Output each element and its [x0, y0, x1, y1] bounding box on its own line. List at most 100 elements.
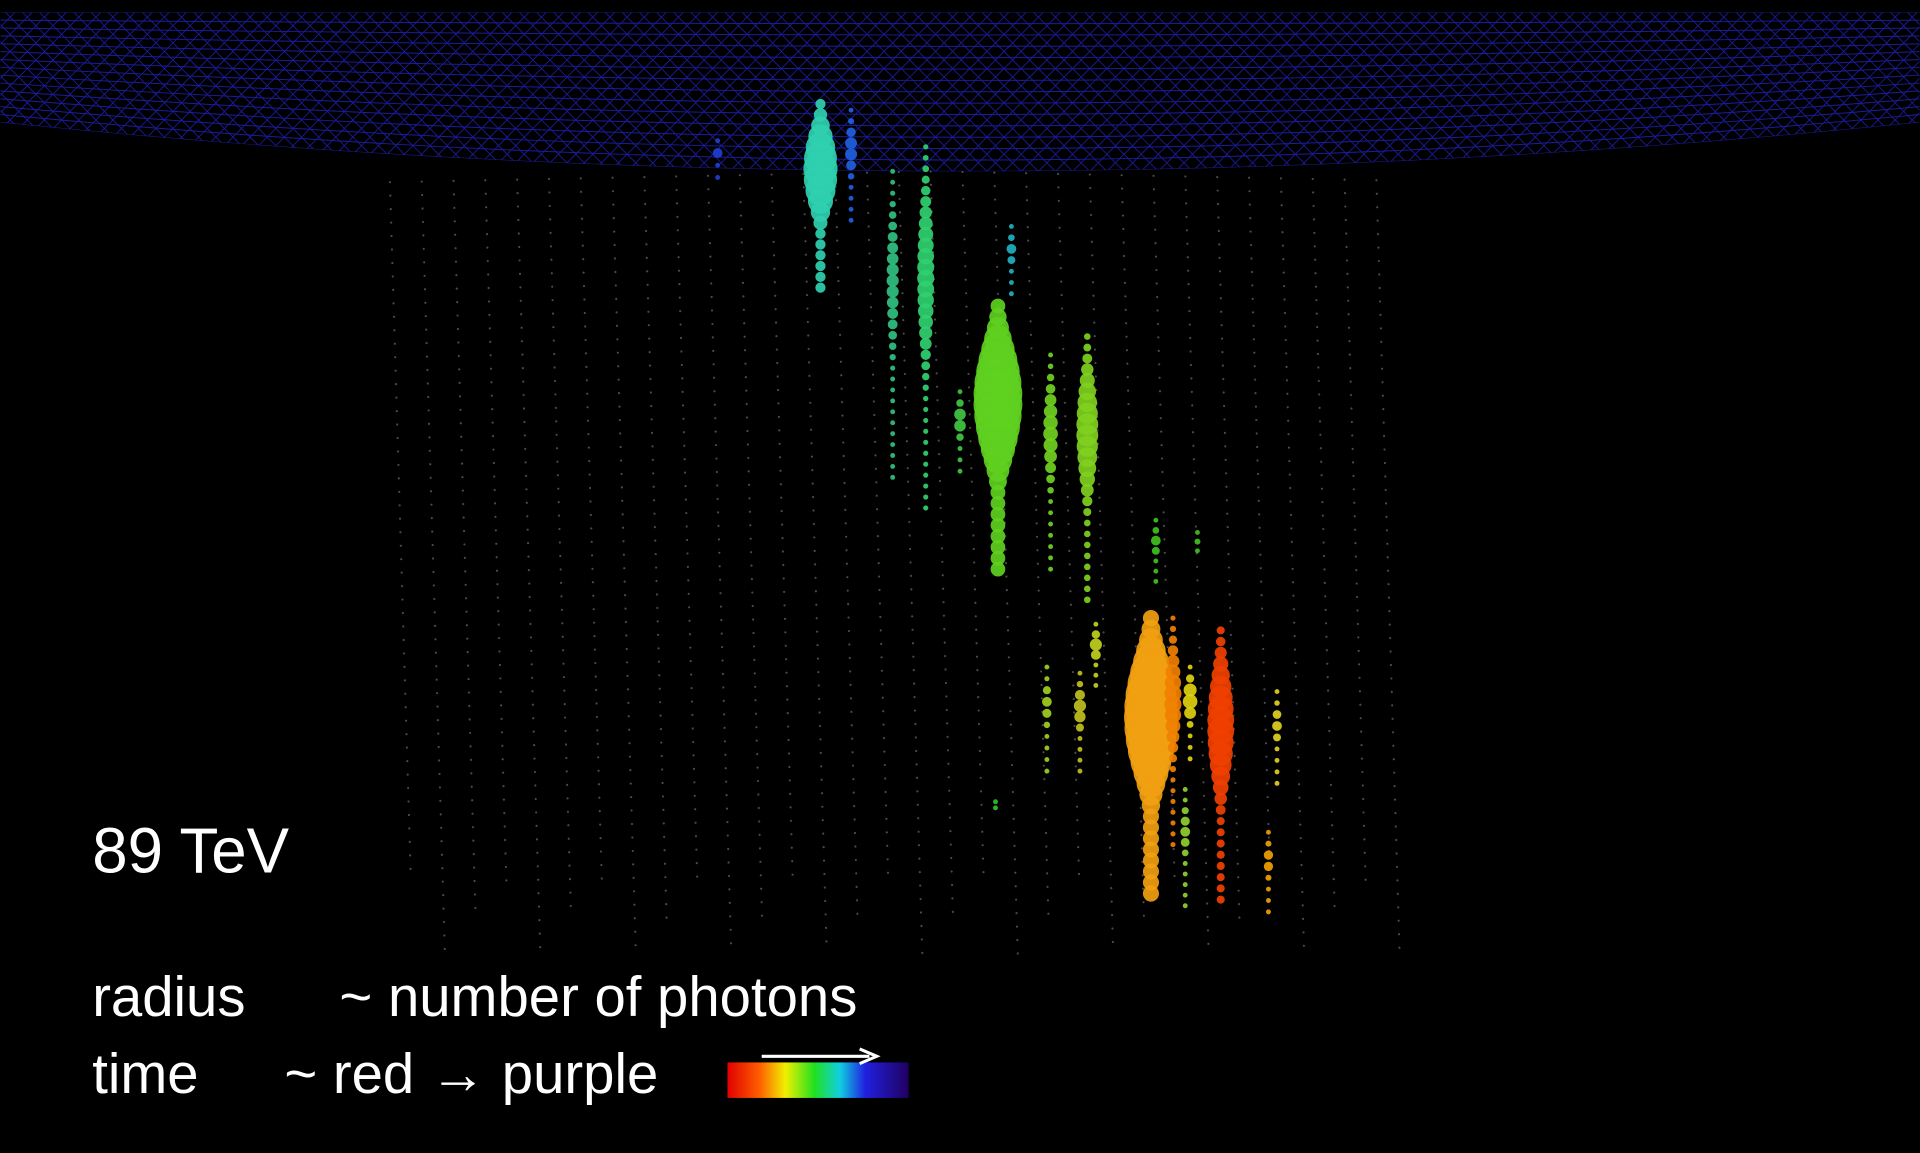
dom	[565, 743, 567, 745]
dom	[1072, 684, 1074, 686]
dom	[653, 499, 655, 501]
dom	[750, 565, 752, 567]
dom	[1355, 569, 1357, 571]
dom	[529, 623, 531, 625]
dom	[776, 348, 778, 350]
hit	[815, 272, 825, 282]
hit	[923, 473, 928, 478]
dom	[1383, 435, 1385, 437]
hit	[1275, 769, 1280, 774]
dom	[1205, 862, 1207, 864]
dom	[814, 577, 816, 579]
dom	[532, 704, 534, 706]
dom	[1091, 241, 1093, 243]
dom	[391, 248, 393, 250]
hit	[1044, 676, 1049, 681]
dom	[1292, 568, 1294, 570]
dom	[428, 423, 430, 425]
dom	[820, 752, 822, 754]
dom	[1397, 906, 1399, 908]
dom	[1035, 509, 1037, 511]
dom	[694, 795, 696, 797]
dom	[1349, 354, 1351, 356]
dom	[804, 227, 806, 229]
dom	[643, 176, 645, 178]
dom	[689, 647, 691, 649]
dom	[682, 418, 684, 420]
dom	[487, 287, 489, 289]
dom	[523, 407, 525, 409]
dom	[903, 346, 905, 348]
dom	[661, 782, 663, 784]
dom	[525, 461, 527, 463]
dom	[808, 348, 810, 350]
hit	[1153, 559, 1158, 564]
hit	[1275, 689, 1280, 694]
dom	[491, 395, 493, 397]
dom	[649, 351, 651, 353]
dom	[1038, 590, 1040, 592]
dom	[1155, 255, 1157, 257]
dom	[422, 234, 424, 236]
dom	[677, 243, 679, 245]
dom	[772, 227, 774, 229]
dom	[711, 309, 713, 311]
dom	[539, 946, 541, 948]
dom	[820, 779, 822, 781]
hit	[958, 457, 963, 462]
dom	[442, 894, 444, 896]
dom	[660, 728, 662, 730]
dom	[1068, 536, 1070, 538]
dom	[810, 442, 812, 444]
dom	[1141, 847, 1143, 849]
dom	[549, 218, 551, 220]
dom	[400, 558, 402, 560]
dom	[770, 173, 772, 175]
dom	[882, 710, 884, 712]
dom	[867, 198, 869, 200]
dom	[980, 804, 982, 806]
dom	[551, 272, 553, 274]
dom	[754, 672, 756, 674]
dom	[714, 404, 716, 406]
dom	[1012, 804, 1014, 806]
dom	[1354, 529, 1356, 531]
dom	[943, 628, 945, 630]
dom	[1105, 712, 1107, 714]
dom	[1201, 741, 1203, 743]
dom	[493, 462, 495, 464]
dom	[696, 862, 698, 864]
dom	[907, 494, 909, 496]
dom	[627, 702, 629, 704]
hit	[1214, 792, 1227, 805]
dom	[945, 695, 947, 697]
dom	[1043, 765, 1045, 767]
dom	[1312, 191, 1314, 193]
dom	[758, 807, 760, 809]
dom	[676, 216, 678, 218]
dom	[600, 850, 602, 852]
hit	[887, 242, 898, 253]
dom	[553, 339, 555, 341]
dom	[1391, 718, 1393, 720]
dom	[917, 817, 919, 819]
dom	[867, 212, 869, 214]
dom	[466, 624, 468, 626]
dom	[1235, 795, 1237, 797]
dom	[1362, 784, 1364, 786]
dom	[692, 727, 694, 729]
dom	[938, 440, 940, 442]
hit	[1084, 542, 1091, 549]
dom	[660, 741, 662, 743]
dom	[1262, 648, 1264, 650]
dom	[937, 426, 939, 428]
dom	[1032, 388, 1034, 390]
dom	[781, 537, 783, 539]
dom	[787, 739, 789, 741]
dom	[1315, 299, 1317, 301]
dom	[1094, 348, 1096, 350]
dom	[1130, 484, 1132, 486]
dom	[492, 435, 494, 437]
dom	[1007, 643, 1009, 645]
dom	[1173, 861, 1175, 863]
